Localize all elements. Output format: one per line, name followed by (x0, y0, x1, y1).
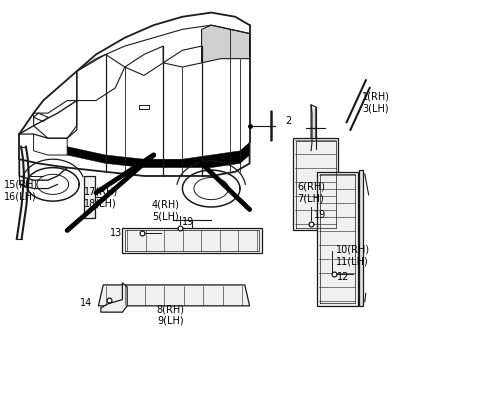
Text: 4(RH)
5(LH): 4(RH) 5(LH) (152, 199, 180, 221)
Polygon shape (98, 285, 250, 306)
Text: 17(RH)
18(LH): 17(RH) 18(LH) (84, 187, 118, 209)
Polygon shape (77, 54, 125, 101)
Polygon shape (293, 138, 338, 230)
Polygon shape (84, 176, 95, 218)
Polygon shape (34, 101, 77, 138)
Text: 13: 13 (110, 228, 122, 238)
Text: 14: 14 (80, 297, 92, 308)
Text: 6(RH)
7(LH): 6(RH) 7(LH) (298, 182, 325, 204)
Text: 12: 12 (337, 272, 350, 282)
Polygon shape (101, 283, 127, 312)
Text: 15(RH)
16(LH): 15(RH) 16(LH) (4, 180, 38, 202)
Polygon shape (311, 105, 316, 151)
Text: 2: 2 (286, 116, 292, 126)
Text: 1(RH)
3(LH): 1(RH) 3(LH) (362, 92, 390, 114)
Polygon shape (125, 46, 163, 75)
Polygon shape (67, 142, 250, 168)
Polygon shape (359, 170, 363, 306)
Text: 8(RH)
9(LH): 8(RH) 9(LH) (156, 304, 184, 326)
Text: 19: 19 (182, 217, 195, 227)
Polygon shape (163, 46, 202, 67)
Polygon shape (317, 172, 358, 306)
Polygon shape (202, 25, 250, 63)
Text: 19: 19 (314, 210, 327, 220)
Text: 10(RH)
11(LH): 10(RH) 11(LH) (336, 245, 370, 266)
Polygon shape (122, 228, 262, 253)
